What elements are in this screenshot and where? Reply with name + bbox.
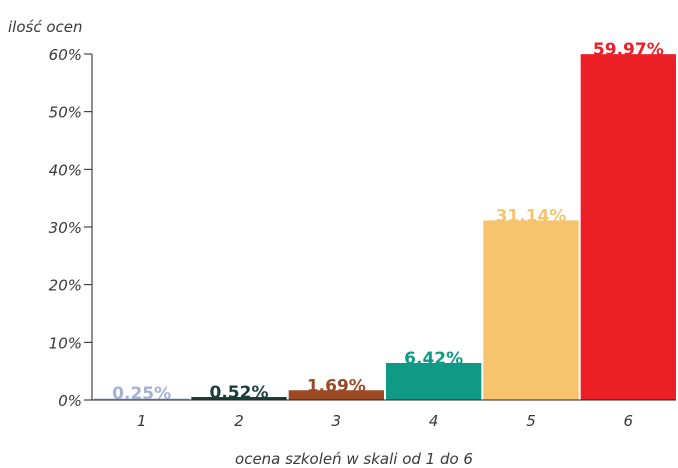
- y-tick-label: 10%: [49, 334, 82, 352]
- x-tick-label: 5: [526, 412, 536, 430]
- data-label-5: 31.14%: [496, 206, 567, 226]
- bar-2: [191, 397, 287, 400]
- bar-1: [94, 398, 190, 400]
- x-tick-label: 2: [234, 412, 244, 430]
- bar-3: [288, 390, 384, 400]
- bar-4: [386, 362, 482, 400]
- bar-5: [483, 220, 579, 400]
- x-tick-label: 4: [429, 412, 439, 430]
- y-tick-label: 40%: [49, 161, 82, 179]
- data-label-1: 0.25%: [112, 384, 171, 404]
- data-label-6: 59.97%: [593, 40, 664, 60]
- x-tick-label: 6: [624, 412, 634, 430]
- bars: [94, 54, 676, 400]
- y-ticks: 0% 10% 20% 30% 40% 50% 60%: [49, 46, 92, 410]
- bar-6: [580, 54, 676, 400]
- y-tick-label: 30%: [49, 219, 82, 237]
- x-tick-label: 3: [332, 412, 342, 430]
- data-label-4: 6.42%: [404, 349, 463, 369]
- x-ticks: 1 2 3 4 5 6: [137, 412, 633, 430]
- x-axis-title: ocena szkoleń w skali od 1 do 6: [235, 450, 473, 468]
- y-tick-label: 60%: [49, 46, 82, 64]
- y-tick-label: 50%: [49, 104, 82, 122]
- y-tick-label: 20%: [49, 277, 82, 295]
- y-tick-label: 0%: [58, 392, 82, 410]
- x-tick-label: 1: [137, 412, 147, 430]
- data-labels: 0.25% 0.52% 1.69% 6.42% 31.14% 59.97%: [112, 40, 664, 404]
- y-axis-title: ilość ocen: [8, 18, 83, 36]
- data-label-3: 1.69%: [307, 376, 366, 396]
- data-label-2: 0.52%: [210, 383, 269, 403]
